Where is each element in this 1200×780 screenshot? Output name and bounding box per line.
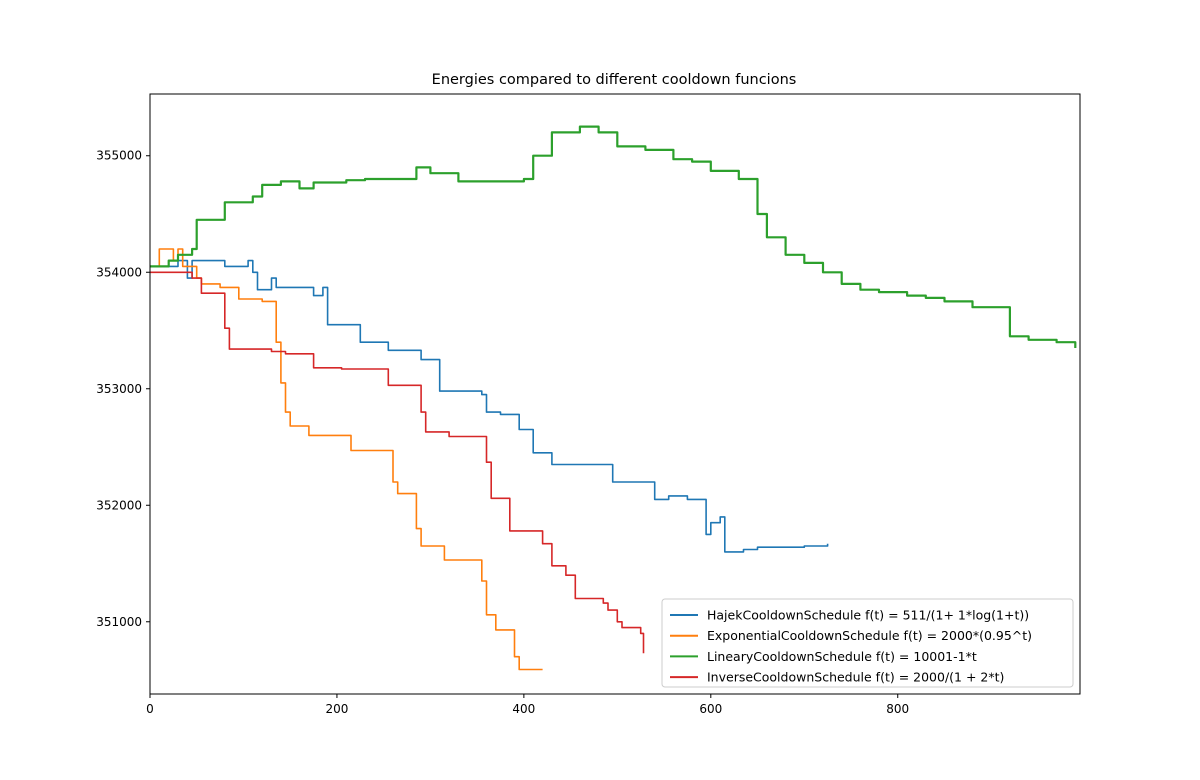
x-tick-label: 0 (146, 702, 154, 716)
y-tick-label: 351000 (96, 615, 142, 629)
x-axis: 0 200 400 600 800 (146, 694, 909, 716)
y-tick-label: 355000 (96, 149, 142, 163)
legend-label: HajekCooldownSchedule f(t) = 511/(1+ 1*l… (707, 608, 1029, 623)
chart-title: Energies compared to different cooldown … (432, 72, 797, 88)
x-tick-label: 800 (886, 702, 909, 716)
y-tick-label: 352000 (96, 498, 142, 512)
legend-label: LinearyCooldownSchedule f(t) = 10001-1*t (707, 649, 977, 664)
series-line-3 (150, 125, 1077, 348)
y-axis: 351000 352000 353000 354000 355000 (96, 149, 150, 629)
x-tick-label: 600 (699, 702, 722, 716)
x-tick-label: 200 (325, 702, 348, 716)
legend-label: ExponentialCooldownSchedule f(t) = 2000*… (707, 628, 1032, 643)
legend-box (661, 598, 1074, 688)
plot-area (150, 125, 1077, 671)
y-tick-label: 354000 (96, 265, 142, 279)
series-line-2 (150, 248, 543, 671)
legend-label: InverseCooldownSchedule f(t) = 2000/(1 +… (707, 670, 1004, 685)
y-tick-label: 353000 (96, 382, 142, 396)
x-tick-label: 400 (512, 702, 535, 716)
plot-frame (149, 93, 1081, 695)
series-line-4 (150, 271, 645, 654)
legend: HajekCooldownSchedule f(t) = 511/(1+ 1*l… (661, 598, 1074, 688)
series-line-1 (150, 259, 829, 553)
